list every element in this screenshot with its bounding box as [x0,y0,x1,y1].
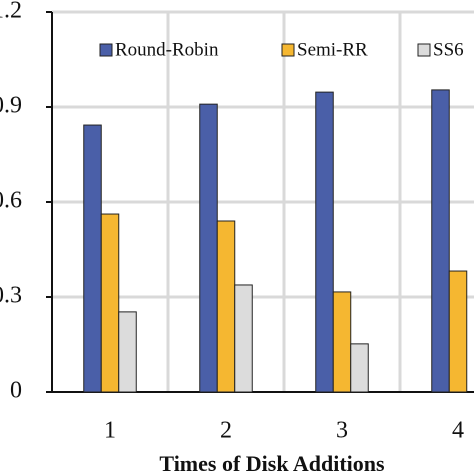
y-tick-label: 0 [10,378,22,404]
y-tick-label: 0.9 [0,93,22,119]
bar [118,311,137,393]
y-tick-label: 1.2 [0,0,22,24]
legend-label: Semi-RR [297,39,368,60]
bar [350,343,369,393]
bar [315,91,334,393]
y-tick-label: 0.3 [0,283,22,309]
bar [431,89,450,393]
x-tick-label: 1 [104,418,116,444]
bar [216,220,236,393]
bar [199,103,218,393]
bar [448,270,468,393]
legend-swatch [99,43,113,57]
bar [100,213,120,393]
legend-swatch [417,43,431,57]
bar [234,284,253,393]
y-tick-label: 0.6 [0,188,22,214]
x-tick-label: 2 [220,418,232,444]
legend-label: SS6 [433,39,464,60]
legend-swatch [281,43,295,57]
bar [83,124,102,393]
legend-label: Round-Robin [115,39,219,60]
x-tick-label: 3 [336,418,348,444]
bar [332,291,352,393]
x-axis-label: Times of Disk Additions [159,451,385,474]
x-tick-label: 4 [452,418,464,444]
